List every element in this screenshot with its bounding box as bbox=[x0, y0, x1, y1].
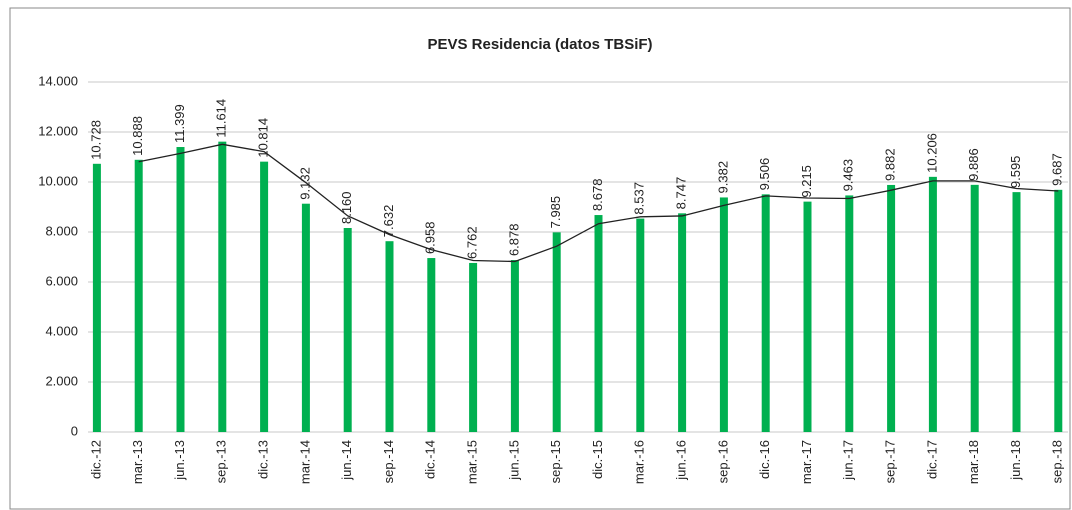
x-tick-label: sep.-18 bbox=[1050, 440, 1065, 483]
chart-frame bbox=[9, 7, 1071, 510]
bar bbox=[719, 197, 728, 432]
x-tick-label: mar.-16 bbox=[632, 440, 647, 484]
x-tick-label: mar.-14 bbox=[297, 440, 312, 484]
x-tick-label: dic.-16 bbox=[757, 440, 772, 479]
data-label: 6.878 bbox=[506, 224, 521, 257]
y-tick-label: 2.000 bbox=[45, 373, 78, 388]
data-label: 11.399 bbox=[172, 104, 187, 143]
y-tick-label: 4.000 bbox=[45, 323, 78, 338]
y-tick-label: 6.000 bbox=[45, 273, 78, 288]
bar bbox=[343, 228, 352, 432]
data-label: 10.814 bbox=[256, 118, 271, 158]
bar bbox=[427, 258, 436, 432]
x-tick-label: jun.-13 bbox=[172, 440, 187, 481]
bar bbox=[594, 215, 603, 432]
bar bbox=[176, 147, 185, 432]
bar bbox=[552, 232, 561, 432]
x-tick-label: dic.-12 bbox=[88, 440, 103, 479]
data-label: 8.678 bbox=[590, 179, 605, 212]
data-label: 10.728 bbox=[88, 120, 103, 160]
bar bbox=[218, 141, 227, 432]
data-label: 10.888 bbox=[130, 116, 145, 156]
bar bbox=[636, 218, 645, 432]
x-tick-label: sep.-13 bbox=[214, 440, 229, 483]
x-tick-label: sep.-17 bbox=[883, 440, 898, 483]
data-label: 6.958 bbox=[423, 222, 438, 255]
x-tick-label: mar.-18 bbox=[966, 440, 981, 484]
bar bbox=[510, 260, 519, 432]
data-label: 9.506 bbox=[757, 158, 772, 191]
y-tick-label: 12.000 bbox=[38, 123, 78, 138]
bar bbox=[385, 241, 394, 432]
bar bbox=[1012, 192, 1021, 432]
x-tick-label: jun.-17 bbox=[841, 440, 856, 481]
data-label: 9.886 bbox=[966, 148, 981, 181]
x-tick-label: dic.-13 bbox=[256, 440, 271, 479]
bar bbox=[134, 159, 143, 433]
y-tick-label: 10.000 bbox=[38, 173, 78, 188]
data-label: 9.463 bbox=[841, 159, 856, 192]
x-tick-label: dic.-14 bbox=[423, 440, 438, 479]
data-label: 9.132 bbox=[297, 167, 312, 200]
x-tick-label: mar.-13 bbox=[130, 440, 145, 484]
data-label: 7.632 bbox=[381, 205, 396, 238]
data-label: 11.614 bbox=[214, 99, 229, 138]
data-label: 9.882 bbox=[883, 148, 898, 181]
bar bbox=[469, 262, 478, 432]
bar bbox=[845, 195, 854, 432]
data-label: 6.762 bbox=[465, 226, 480, 259]
data-label: 9.215 bbox=[799, 165, 814, 198]
data-label: 8.537 bbox=[632, 182, 647, 215]
data-label: 8.160 bbox=[339, 191, 354, 224]
bar bbox=[970, 184, 979, 432]
bar bbox=[887, 184, 896, 432]
x-tick-label: sep.-15 bbox=[548, 440, 563, 483]
x-tick-label: dic.-17 bbox=[924, 440, 939, 479]
x-tick-label: mar.-15 bbox=[465, 440, 480, 484]
data-label: 9.595 bbox=[1008, 156, 1023, 189]
bar bbox=[678, 213, 687, 432]
bar bbox=[92, 163, 101, 433]
y-tick-label: 14.000 bbox=[38, 73, 78, 88]
data-label: 9.382 bbox=[715, 161, 730, 194]
x-tick-label: dic.-15 bbox=[590, 440, 605, 479]
x-tick-label: mar.-17 bbox=[799, 440, 814, 484]
bar bbox=[260, 161, 269, 432]
data-label: 8.747 bbox=[674, 177, 689, 210]
data-label: 7.985 bbox=[548, 196, 563, 229]
bar bbox=[761, 194, 770, 432]
x-tick-label: sep.-16 bbox=[715, 440, 730, 483]
data-label: 10.206 bbox=[924, 133, 939, 173]
x-tick-label: jun.-15 bbox=[506, 440, 521, 481]
x-tick-label: jun.-14 bbox=[339, 440, 354, 481]
trend-line bbox=[138, 143, 1059, 263]
bar bbox=[928, 176, 937, 432]
x-tick-label: sep.-14 bbox=[381, 440, 396, 483]
x-tick-label: jun.-16 bbox=[674, 440, 689, 481]
chart-title: PEVS Residencia (datos TBSiF) bbox=[427, 36, 652, 53]
bar bbox=[803, 201, 812, 432]
bar bbox=[301, 203, 310, 432]
x-tick-label: jun.-18 bbox=[1008, 440, 1023, 481]
bar bbox=[1054, 189, 1063, 432]
y-tick-label: 8.000 bbox=[45, 223, 78, 238]
y-tick-label: 0 bbox=[71, 423, 78, 438]
data-label: 9.687 bbox=[1050, 153, 1065, 186]
